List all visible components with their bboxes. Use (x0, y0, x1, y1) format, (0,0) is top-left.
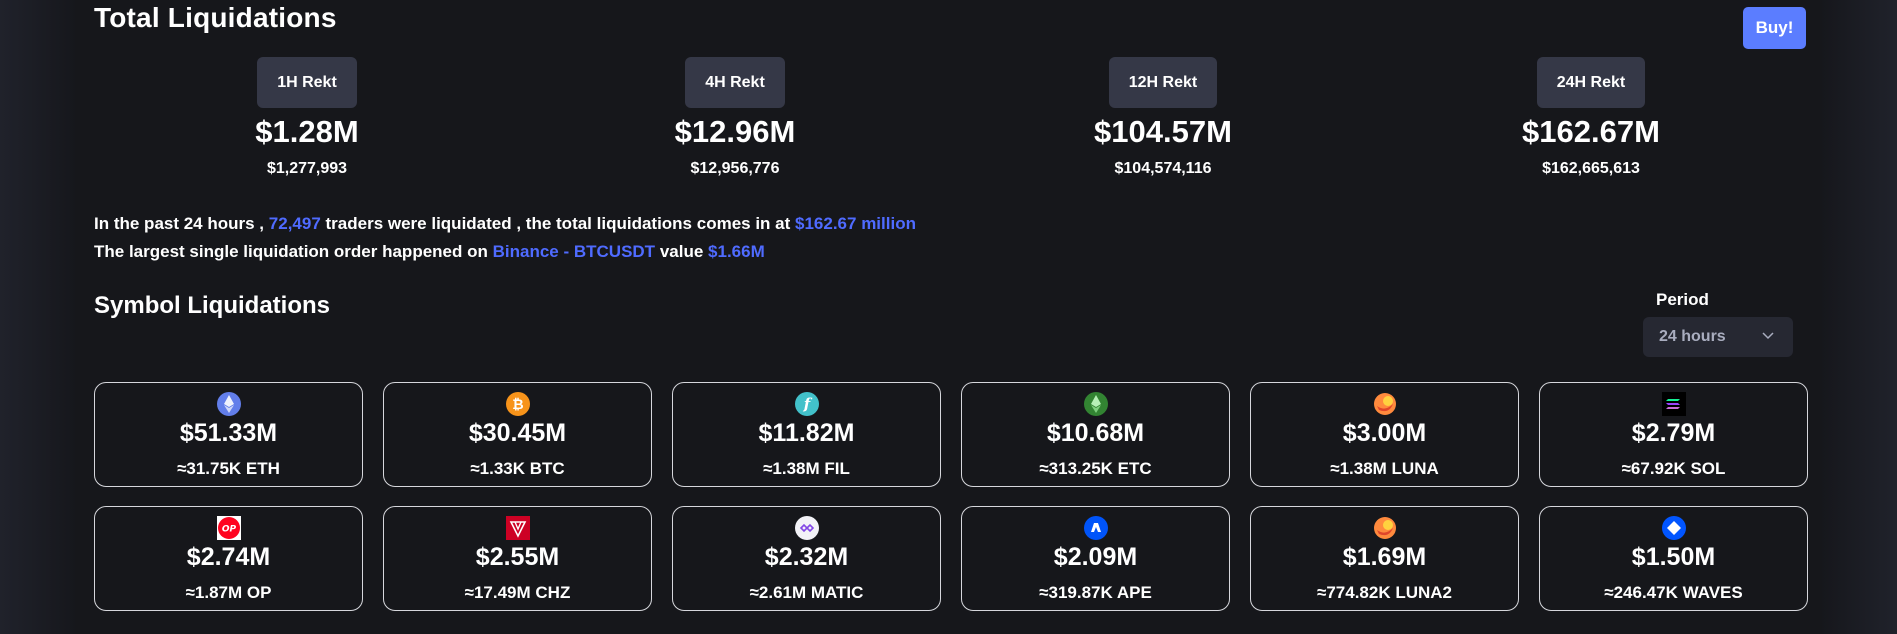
waves-icon (1661, 516, 1686, 540)
card-usd-value: $30.45M (468, 419, 567, 447)
card-usd-value: $1.69M (1342, 543, 1427, 571)
card-coin-amount: ≈1.38M FIL (763, 459, 850, 478)
matic-icon (794, 516, 819, 540)
ape-icon (1083, 516, 1108, 540)
section-title: Symbol Liquidations (94, 292, 331, 319)
sol-icon (1661, 392, 1686, 416)
chz-icon (505, 516, 530, 540)
card-coin-amount: ≈31.75K ETH (177, 459, 280, 478)
card-coin-amount: ≈774.82K LUNA2 (1317, 583, 1452, 602)
stat-full-value: $12,956,776 (690, 160, 780, 177)
card-usd-value: $51.33M (179, 419, 278, 447)
card-coin-amount: ≈2.61M MATIC (749, 583, 864, 602)
card-usd-value: $11.82M (758, 419, 855, 447)
symbol-card-matic[interactable]: $2.32M ≈2.61M MATIC (672, 506, 941, 611)
stat-full-value: $104,574,116 (1114, 160, 1212, 177)
eth-icon (216, 392, 241, 416)
symbol-card-luna[interactable]: $3.00M ≈1.38M LUNA (1250, 382, 1519, 487)
luna2-icon (1373, 517, 1396, 539)
stat-full-value: $1,277,993 (266, 160, 348, 177)
etc-icon (1083, 392, 1108, 416)
svg-text:₿: ₿ (512, 397, 523, 413)
symbol-card-fil[interactable]: f $11.82M ≈1.38M FIL (672, 382, 941, 487)
card-coin-amount: ≈67.92K SOL (1621, 459, 1726, 478)
stat-short-value: $162.67M (1522, 114, 1660, 149)
card-usd-value: $10.68M (1046, 419, 1145, 447)
summary-text: traders were liquidated , the total liqu… (325, 214, 791, 233)
stat-short-value: $12.96M (674, 114, 796, 149)
op-icon: OP (216, 516, 241, 540)
symbol-card-op[interactable]: OP $2.74M ≈1.87M OP (94, 506, 363, 611)
card-coin-amount: ≈1.33K BTC (470, 459, 565, 478)
card-usd-value: $2.74M (186, 543, 271, 571)
card-usd-value: $3.00M (1342, 419, 1427, 447)
card-usd-value: $1.50M (1631, 543, 1716, 571)
card-usd-value: $2.09M (1053, 543, 1138, 571)
symbol-card-waves[interactable]: $1.50M ≈246.47K WAVES (1539, 506, 1808, 611)
period-select[interactable]: 24 hours (1643, 317, 1793, 357)
stat-period-pill[interactable]: 1H Rekt (257, 57, 357, 108)
card-coin-amount: ≈313.25K ETC (1039, 459, 1152, 478)
btc-icon: ₿ (505, 392, 530, 416)
card-usd-value: $2.55M (475, 543, 560, 571)
stat-12h: 12H Rekt $104.57M $104,574,116 (1043, 57, 1283, 178)
stat-full-value: $162,665,613 (1542, 160, 1640, 177)
largest-order-value: $1.66M (708, 242, 765, 261)
stat-short-value: $1.28M (255, 114, 359, 149)
card-coin-amount: ≈17.49M CHZ (464, 583, 571, 602)
symbol-card-sol[interactable]: $2.79M ≈67.92K SOL (1539, 382, 1808, 487)
summary-text: The largest single liquidation order hap… (94, 242, 488, 261)
period-value: 24 hours (1659, 328, 1726, 345)
card-coin-amount: ≈319.87K APE (1039, 583, 1152, 602)
card-usd-value: $2.79M (1631, 419, 1716, 447)
stat-period-pill[interactable]: 4H Rekt (685, 57, 785, 108)
symbol-card-eth[interactable]: $51.33M ≈31.75K ETH (94, 382, 363, 487)
symbol-card-chz[interactable]: $2.55M ≈17.49M CHZ (383, 506, 652, 611)
svg-text:f: f (802, 395, 812, 413)
summary-line-1: In the past 24 hours , 72,497 traders we… (94, 210, 916, 238)
card-usd-value: $2.32M (764, 543, 849, 571)
total-liquidation: $162.67 million (795, 214, 916, 233)
content-panel (75, 0, 1822, 634)
chevron-down-icon (1762, 332, 1774, 340)
stat-short-value: $104.57M (1094, 114, 1232, 149)
exchange-pair-link[interactable]: Binance - BTCUSDT (492, 242, 656, 261)
card-coin-amount: ≈1.38M LUNA (1330, 459, 1439, 478)
symbol-card-etc[interactable]: $10.68M ≈313.25K ETC (961, 382, 1230, 487)
symbol-card-luna2[interactable]: $1.69M ≈774.82K LUNA2 (1250, 506, 1519, 611)
buy-button[interactable]: Buy! (1743, 7, 1806, 49)
svg-text:OP: OP (221, 525, 236, 535)
stat-period-pill[interactable]: 12H Rekt (1108, 57, 1218, 108)
liquidation-summary: In the past 24 hours , 72,497 traders we… (94, 210, 916, 266)
stat-period-pill[interactable]: 24H Rekt (1536, 57, 1646, 108)
trader-count: 72,497 (268, 214, 321, 233)
stat-24h: 24H Rekt $162.67M $162,665,613 (1471, 57, 1711, 178)
symbol-card-ape[interactable]: $2.09M ≈319.87K APE (961, 506, 1230, 611)
card-coin-amount: ≈246.47K WAVES (1604, 583, 1743, 602)
luna-icon (1373, 393, 1396, 415)
page-title: Total Liquidations (94, 2, 337, 33)
symbol-card-btc[interactable]: ₿ $30.45M ≈1.33K BTC (383, 382, 652, 487)
summary-line-2: The largest single liquidation order hap… (94, 238, 916, 266)
summary-text: In the past 24 hours , (94, 214, 265, 233)
period-label: Period (1656, 290, 1709, 309)
card-coin-amount: ≈1.87M OP (185, 583, 272, 602)
stat-4h: 4H Rekt $12.96M $12,956,776 (615, 57, 855, 178)
fil-icon: f (794, 392, 819, 416)
stat-1h: 1H Rekt $1.28M $1,277,993 (187, 57, 427, 178)
summary-text: value (659, 242, 704, 261)
